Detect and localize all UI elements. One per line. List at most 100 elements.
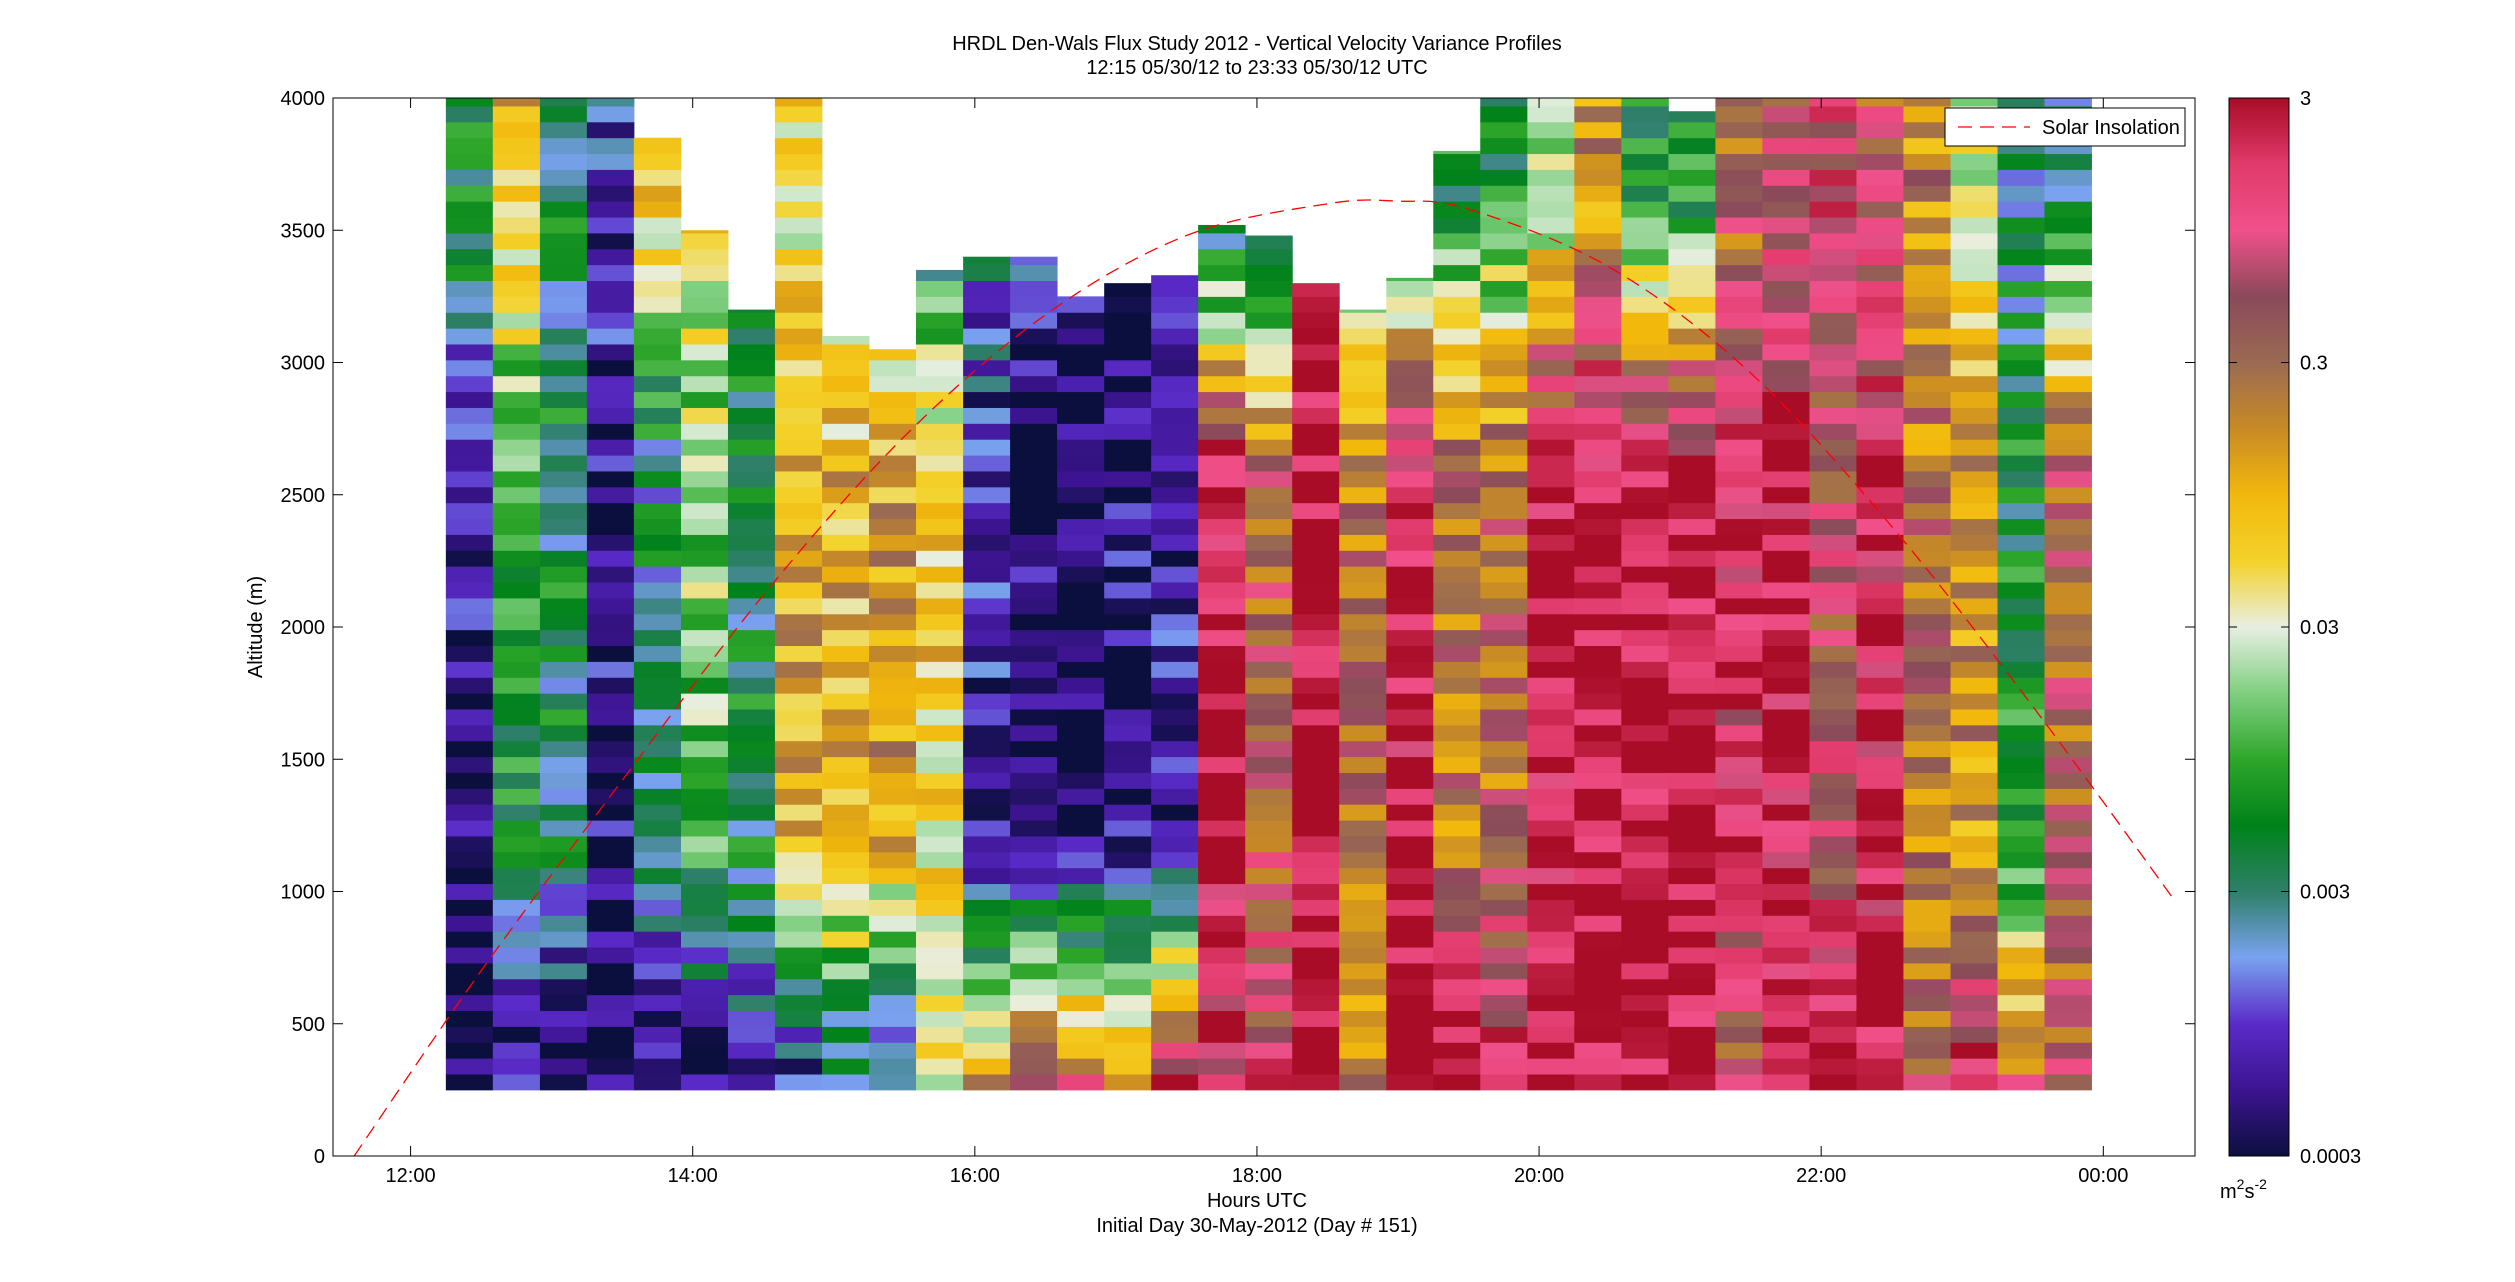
heatmap-cell: [1527, 788, 1575, 805]
heatmap-cell: [680, 851, 729, 869]
heatmap-cell: [539, 153, 588, 170]
heatmap-cell: [1151, 518, 1199, 535]
heatmap-cell: [1480, 772, 1528, 789]
heatmap-cell: [1339, 693, 1387, 710]
heatmap-cell: [1057, 820, 1105, 837]
heatmap-cell: [1010, 597, 1058, 615]
heatmap-cell: [2044, 248, 2092, 266]
heatmap-cell: [633, 169, 682, 186]
heatmap-cell: [1480, 391, 1528, 408]
heatmap-cell: [1574, 820, 1622, 837]
heatmap-cell: [539, 232, 588, 250]
heatmap-cell: [1010, 502, 1058, 520]
heatmap-cell: [774, 248, 823, 266]
heatmap-cell: [963, 518, 1011, 535]
heatmap-cell: [1997, 470, 2045, 488]
heatmap-cell: [445, 947, 494, 964]
heatmap-cell: [1386, 756, 1434, 773]
heatmap-cell: [774, 613, 823, 631]
heatmap-cell: [1715, 470, 1763, 488]
heatmap-cell: [586, 915, 635, 932]
heatmap-cell: [539, 439, 588, 456]
heatmap-cell: [1668, 248, 1716, 266]
heatmap-cell: [1762, 1010, 1810, 1027]
heatmap-cell: [1621, 137, 1669, 155]
heatmap-cell: [445, 455, 494, 472]
heatmap-cell: [1104, 1058, 1152, 1075]
heatmap-cell: [1386, 851, 1434, 869]
heatmap-cell: [1715, 1058, 1763, 1075]
heatmap-cell: [1339, 375, 1387, 393]
heatmap-cell: [1903, 820, 1951, 837]
heatmap-cell: [586, 248, 635, 266]
heatmap-cell: [1198, 224, 1246, 234]
heatmap-cell: [1903, 217, 1951, 234]
heatmap-cell: [492, 185, 541, 202]
heatmap-cell: [1010, 486, 1058, 504]
heatmap-cell: [492, 740, 541, 758]
heatmap-cell: [1668, 566, 1716, 583]
heatmap-cell: [1010, 740, 1058, 758]
heatmap-cell: [1339, 708, 1387, 726]
heatmap-cell: [680, 740, 729, 758]
heatmap-cell: [1621, 486, 1669, 504]
heatmap-cell: [445, 772, 494, 789]
heatmap-cell: [774, 121, 823, 139]
heatmap-cell: [869, 899, 917, 916]
heatmap-cell: [445, 518, 494, 535]
heatmap-cell: [633, 883, 682, 900]
heatmap-cell: [1057, 724, 1105, 742]
heatmap-cell: [1574, 947, 1622, 964]
heatmap-cell: [1433, 455, 1481, 472]
heatmap-cell: [1668, 804, 1716, 821]
heatmap-cell: [1480, 883, 1528, 900]
heatmap-cell: [1198, 661, 1246, 678]
heatmap-cell: [1527, 264, 1575, 282]
heatmap-cell: [1950, 677, 1999, 694]
heatmap-cell: [2044, 740, 2092, 758]
heatmap-cell: [1809, 1010, 1857, 1027]
heatmap-cell: [680, 1074, 729, 1091]
heatmap-cell: [774, 1026, 823, 1043]
heatmap-cell: [586, 328, 635, 345]
heatmap-cell: [1433, 248, 1481, 266]
heatmap-cell: [1198, 835, 1246, 853]
heatmap-cell: [1198, 613, 1246, 631]
heatmap-cell: [1574, 629, 1622, 647]
heatmap-cell: [1621, 613, 1669, 631]
heatmap-cell: [822, 693, 870, 710]
heatmap-cell: [1527, 248, 1575, 266]
heatmap-cell: [1433, 978, 1481, 996]
heatmap-cell: [1480, 947, 1528, 964]
heatmap-cell: [539, 455, 588, 472]
heatmap-cell: [1809, 804, 1857, 821]
heatmap-cell: [1433, 677, 1481, 694]
heatmap-cell: [1010, 661, 1058, 678]
heatmap-cell: [822, 931, 870, 948]
heatmap-cell: [539, 962, 588, 980]
heatmap-cell: [492, 994, 541, 1012]
heatmap-cell: [1245, 851, 1293, 869]
heatmap-cell: [727, 391, 776, 408]
heatmap-cell: [492, 328, 541, 345]
heatmap-cell: [774, 947, 823, 964]
heatmap-cell: [2044, 312, 2092, 329]
heatmap-cell: [1198, 486, 1246, 504]
heatmap-cell: [822, 724, 870, 742]
heatmap-cell: [1574, 343, 1622, 361]
heatmap-cell: [822, 772, 870, 789]
heatmap-cell: [539, 645, 588, 662]
heatmap-cell: [1433, 947, 1481, 964]
heatmap-cell: [586, 724, 635, 742]
heatmap-cell: [1151, 708, 1199, 726]
heatmap-cell: [774, 280, 823, 297]
heatmap-cell: [963, 962, 1011, 980]
heatmap-cell: [2044, 502, 2092, 520]
heatmap-cell: [1903, 407, 1951, 424]
heatmap-cell: [539, 550, 588, 567]
heatmap-cell: [963, 312, 1011, 329]
heatmap-cell: [1386, 407, 1434, 424]
heatmap-cell: [1292, 756, 1340, 773]
heatmap-cell: [1715, 629, 1763, 647]
heatmap-cell: [1809, 708, 1857, 726]
